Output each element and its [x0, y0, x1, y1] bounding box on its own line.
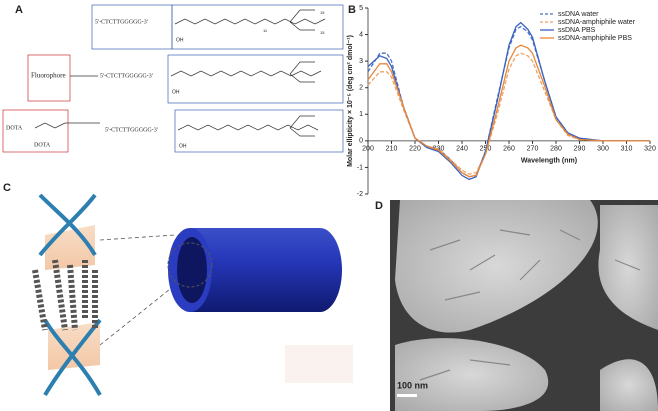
dna-schematic [32, 193, 353, 397]
y-tick-label: 3 [359, 58, 363, 65]
x-axis-title: Wavelength (nm) [521, 158, 577, 165]
legend-label: ssDNA PBS [558, 27, 596, 34]
y-tick-label: 5 [359, 5, 363, 12]
series-line [367, 44, 650, 178]
panel-label: B [348, 4, 356, 16]
dota: DOTA [6, 125, 23, 131]
x-tick-label: 290 [574, 146, 586, 153]
sequence: 5'-CTCTTGGGGG-3' [95, 19, 148, 25]
x-tick-label: 210 [386, 146, 398, 153]
y-axis-title: Molar ellipticity × 10⁻⁵ (deg cm² dmol⁻¹… [347, 35, 354, 167]
x-tick-label: 240 [456, 146, 468, 153]
series-line [367, 25, 650, 178]
series-line [367, 52, 650, 175]
panel-label: C [3, 182, 11, 194]
dota: DOTA [34, 142, 51, 148]
fluorophore: Fluorophore [31, 72, 66, 80]
subscript: 15 [320, 30, 325, 35]
x-tick-label: 200 [362, 146, 374, 153]
series-line [367, 21, 650, 181]
y-tick-label: -2 [357, 191, 363, 198]
legend-label: ssDNA-amphiphile water [558, 19, 636, 26]
panel-label: D [375, 200, 383, 212]
oh: OH [179, 143, 187, 149]
x-tick-label: 320 [644, 146, 656, 153]
micrograph [390, 200, 658, 411]
subscript: 15 [320, 10, 325, 15]
legend-label: ssDNA water [558, 11, 599, 18]
x-tick-label: 270 [527, 146, 539, 153]
panel-label: A [15, 4, 23, 16]
structure-row [2, 4, 344, 153]
x-tick-label: 300 [597, 146, 609, 153]
x-tick-label: 280 [550, 146, 562, 153]
y-tick-label: 2 [359, 85, 363, 92]
y-tick-label: 1 [359, 111, 363, 118]
x-tick-label: 310 [621, 146, 633, 153]
y-tick-label: 4 [359, 31, 363, 38]
oh: OH [172, 89, 180, 95]
sequence: 5'-CTCTTGGGGG-3' [105, 127, 158, 133]
oh: OH [176, 37, 184, 43]
subscript: 11 [263, 28, 268, 33]
sequence: 5'-CTCTTGGGGG-3' [100, 73, 153, 79]
x-tick-label: 220 [409, 146, 421, 153]
y-tick-label: 0 [359, 138, 363, 145]
legend-label: ssDNA-amphiphile PBS [558, 35, 632, 42]
scale-bar-label: 100 nm [397, 380, 428, 390]
y-tick-label: -1 [357, 164, 363, 171]
x-tick-label: 260 [503, 146, 515, 153]
